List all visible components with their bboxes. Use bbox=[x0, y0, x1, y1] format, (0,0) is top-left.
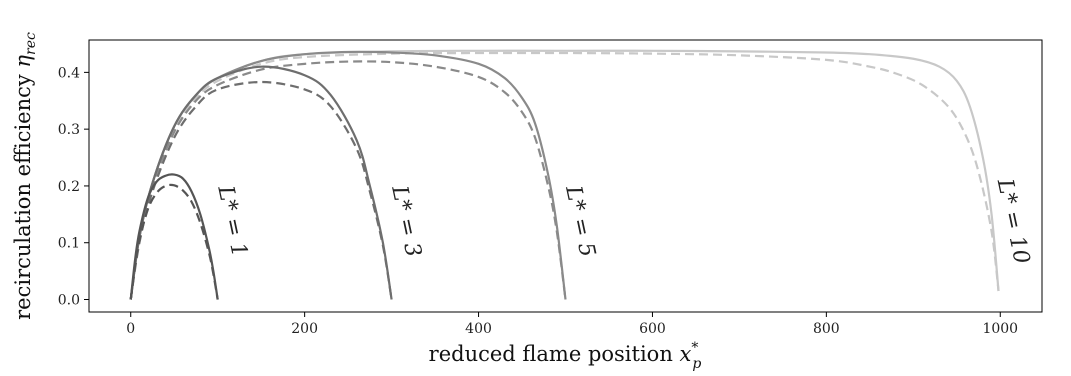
x-tick-label: 1000 bbox=[982, 321, 1018, 337]
y-tick-label: 0.4 bbox=[58, 65, 80, 81]
y-tick-label: 0.3 bbox=[58, 122, 80, 138]
x-axis-title-symbol: x bbox=[680, 342, 692, 366]
series-L10-dashed-line bbox=[129, 51, 1000, 300]
x-tick-label: 600 bbox=[639, 321, 666, 337]
x-axis-title-text: reduced flame position bbox=[429, 342, 680, 366]
y-axis-title-symbol: η bbox=[11, 55, 35, 68]
series-L5-dashed-line bbox=[129, 60, 567, 300]
x-tick-label: 800 bbox=[813, 321, 840, 337]
series-L3-solid-line bbox=[129, 65, 393, 300]
curve-labels-group: L* = 10 L* = 5 L* = 3 L* = 1 bbox=[212, 176, 1034, 266]
y-axis-title-text: recirculation efficiency bbox=[11, 68, 35, 320]
y-tick-label: 0.1 bbox=[58, 236, 80, 252]
x-axis-title: reduced flame position x* p bbox=[429, 340, 702, 372]
x-tick-label: 400 bbox=[465, 321, 492, 337]
series-L5-solid-line bbox=[129, 50, 567, 300]
curve-label-L1: L* = 1 bbox=[212, 183, 252, 260]
x-tick-label: 200 bbox=[291, 321, 318, 337]
series-L3-dashed-line bbox=[129, 80, 393, 300]
series-L10-solid-line bbox=[129, 49, 1000, 300]
x-axis-title-superscript: * bbox=[691, 340, 698, 356]
series-L1-solid-line bbox=[129, 173, 219, 300]
x-tick-label: 0 bbox=[126, 321, 135, 337]
y-tick-label: 0.0 bbox=[58, 293, 80, 309]
curve-label-L3: L* = 3 bbox=[386, 183, 426, 260]
y-tick-label: 0.2 bbox=[58, 179, 80, 195]
curve-label-L5: L* = 5 bbox=[560, 183, 600, 260]
y-axis-title: recirculation efficiency ηrec bbox=[11, 32, 39, 320]
curves-group bbox=[129, 49, 1000, 300]
x-axis-title-subscript: p bbox=[692, 356, 701, 372]
curve-label-L10: L* = 10 bbox=[992, 176, 1035, 266]
y-axis-title-subscript: rec bbox=[23, 32, 39, 55]
axis-ticks-group: 0 200 400 600 800 1000 0.0 0.1 0.2 0.3 0.4 bbox=[58, 65, 1018, 337]
series-L1-dashed-line bbox=[129, 183, 219, 300]
plot-frame bbox=[88, 39, 1043, 313]
